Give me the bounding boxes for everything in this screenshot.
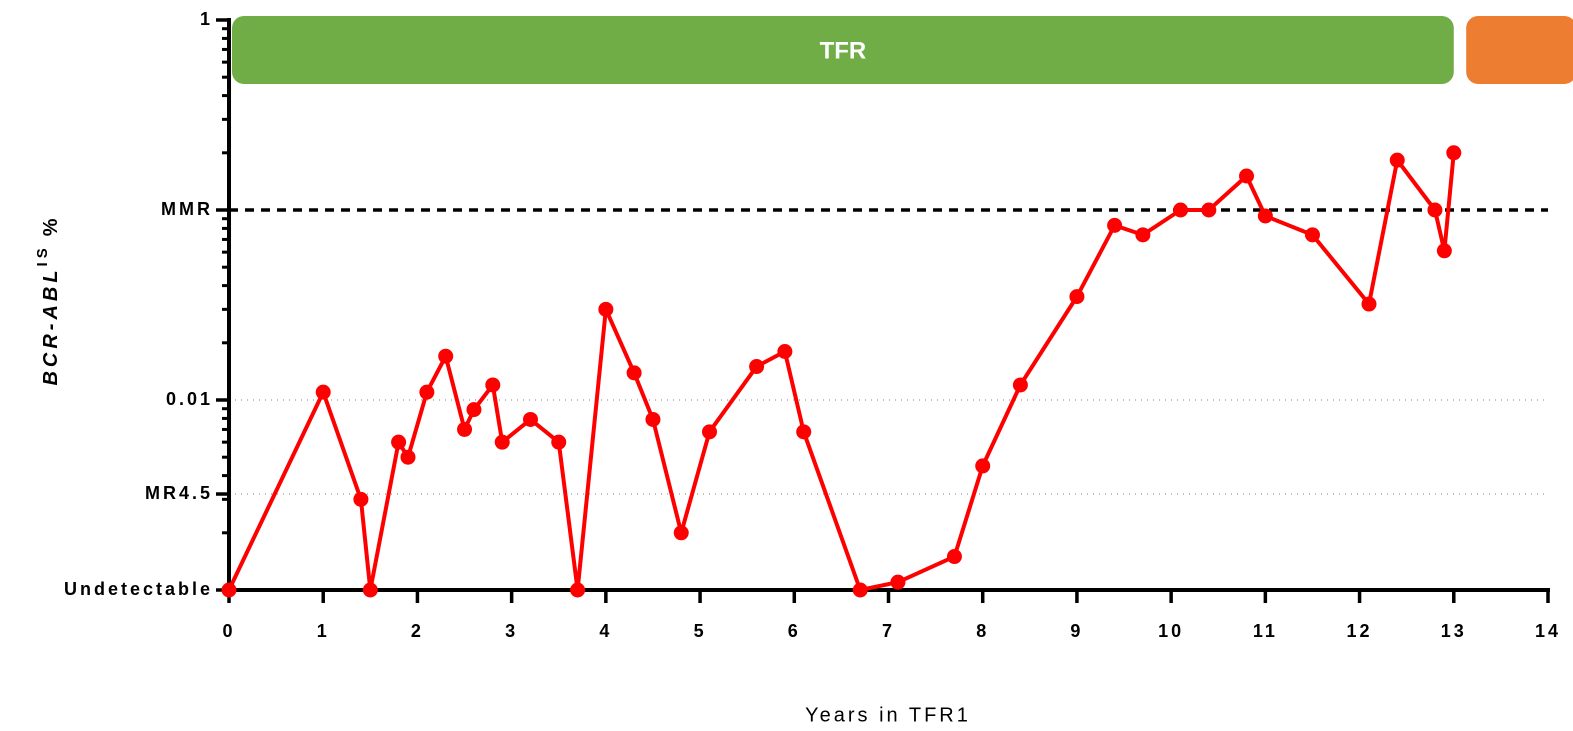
x-tick-label: 1 — [317, 621, 330, 641]
x-tick-label: 7 — [882, 621, 895, 641]
x-tick-label: 4 — [599, 621, 612, 641]
data-point — [626, 365, 642, 381]
data-point — [1389, 152, 1405, 168]
data-point — [645, 411, 661, 427]
data-point — [1436, 243, 1452, 259]
x-tick-label: 13 — [1441, 621, 1467, 641]
data-point — [1107, 217, 1123, 233]
data-point — [1257, 208, 1273, 224]
data-point — [1304, 227, 1320, 243]
x-tick-label: 14 — [1535, 621, 1561, 641]
data-point — [673, 525, 689, 541]
band — [1466, 16, 1573, 84]
data-point — [598, 301, 614, 317]
data-point — [890, 574, 906, 590]
x-tick-label: 12 — [1347, 621, 1373, 641]
data-point — [1173, 202, 1189, 218]
x-tick-label: 3 — [505, 621, 518, 641]
data-point — [1427, 202, 1443, 218]
data-point — [946, 549, 962, 565]
data-point — [1361, 296, 1377, 312]
data-point — [1069, 289, 1085, 305]
data-point — [1201, 202, 1217, 218]
y-label-main: BCR-ABL — [40, 266, 62, 385]
data-point — [466, 402, 482, 418]
y-tick-label: Undetectable — [64, 579, 213, 599]
data-point — [975, 458, 991, 474]
x-tick-label: 5 — [694, 621, 707, 641]
y-axis-label: BCR-ABLIS% — [34, 214, 62, 385]
band-label: TFR — [820, 37, 867, 64]
data-point — [221, 582, 237, 598]
y-tick-label: MMR — [161, 199, 213, 219]
data-point — [391, 434, 407, 450]
data-point — [438, 348, 454, 364]
x-tick-label: 0 — [222, 621, 235, 641]
data-point — [701, 424, 717, 440]
x-tick-label: 2 — [411, 621, 424, 641]
data-point — [749, 359, 765, 375]
y-tick-label: 1 — [200, 9, 213, 29]
y-tick-label: MR4.5 — [145, 483, 213, 503]
data-point — [400, 449, 416, 465]
data-point — [315, 384, 331, 400]
data-point — [1012, 377, 1028, 393]
data-point — [1135, 227, 1151, 243]
data-point — [570, 582, 586, 598]
x-tick-label: 11 — [1253, 621, 1278, 641]
data-point — [796, 424, 812, 440]
data-point — [485, 377, 501, 393]
data-point — [852, 582, 868, 598]
x-tick-label: 9 — [1070, 621, 1083, 641]
x-tick-label: 10 — [1158, 621, 1184, 641]
data-point — [1239, 168, 1255, 184]
data-point — [419, 384, 435, 400]
x-tick-label: 8 — [976, 621, 989, 641]
data-point — [457, 421, 473, 437]
data-point — [1446, 145, 1462, 161]
data-point — [494, 434, 510, 450]
data-point — [522, 411, 538, 427]
y-tick-label: 0.01 — [166, 389, 213, 409]
y-label-suffix: % — [40, 214, 62, 236]
x-axis-label: Years in TFR1 — [805, 704, 971, 726]
band — [232, 16, 1454, 84]
data-point — [551, 434, 567, 450]
y-label-sup: IS — [34, 244, 51, 266]
data-point — [362, 582, 378, 598]
data-point — [353, 491, 369, 507]
x-tick-label: 6 — [788, 621, 801, 641]
data-point — [777, 343, 793, 359]
